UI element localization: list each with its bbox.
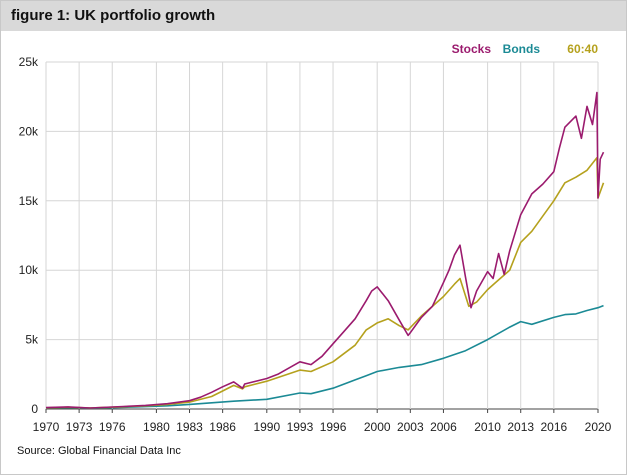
x-tick-label: 1993: [287, 420, 314, 434]
x-tick-label: 2006: [430, 420, 457, 434]
legend-entry: Bonds: [503, 42, 541, 56]
y-tick-label: 25k: [19, 55, 39, 69]
chart-title: figure 1: UK portfolio growth: [11, 7, 216, 24]
series-line-bonds: [45, 304, 604, 410]
grid-lines: [45, 61, 599, 410]
x-tick-label: 1983: [176, 420, 203, 434]
legend: Stocks Bonds 60:40: [452, 42, 599, 56]
x-tick-label: 1996: [320, 420, 347, 434]
source-note: Source: Global Financial Data Inc: [17, 445, 181, 457]
series-lines: [45, 91, 605, 410]
y-tick-label: 5k: [25, 333, 39, 347]
x-tick-label: 1986: [209, 420, 236, 434]
x-axis: 1970 1973 1976 1980 1983 1986 1990 1993 1996 2000…: [33, 409, 612, 434]
x-tick-label: 2013: [507, 420, 534, 434]
legend-entry: 60:40: [567, 42, 598, 56]
x-tick-label: 2003: [397, 420, 424, 434]
x-tick-label: 2000: [364, 420, 391, 434]
x-tick-label: 1973: [66, 420, 93, 434]
title-bar: figure 1: UK portfolio growth: [1, 1, 626, 31]
x-tick-label: 2016: [540, 420, 567, 434]
y-tick-label: 15k: [19, 194, 39, 208]
x-tick-label: 2020: [585, 420, 612, 434]
y-tick-label: 0: [31, 402, 38, 416]
x-tick-label: 1980: [143, 420, 170, 434]
x-tick-label: 1970: [33, 420, 60, 434]
x-tick-label: 1976: [99, 420, 126, 434]
x-tick-label: 1990: [253, 420, 280, 434]
y-tick-label: 10k: [19, 263, 39, 277]
y-tick-label: 20k: [19, 124, 39, 138]
line-chart: 1970 1973 1976 1980 1983 1986 1990 1993 1996 2000…: [19, 42, 612, 434]
series-line-6040: [45, 157, 605, 409]
x-tick-label: 2010: [474, 420, 501, 434]
y-axis: 0 5k 10k 15k 20k 25k: [19, 55, 39, 416]
legend-entry: Stocks: [452, 42, 492, 56]
series-line-stocks: [45, 91, 605, 409]
